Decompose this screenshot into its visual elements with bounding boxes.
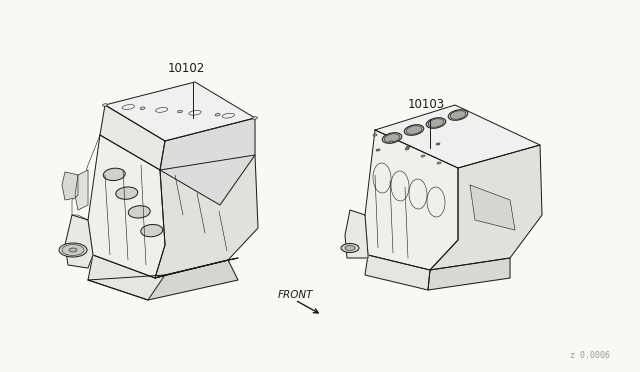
Ellipse shape [140,107,145,109]
Ellipse shape [116,187,138,199]
Polygon shape [100,105,165,170]
Polygon shape [345,210,368,258]
Polygon shape [65,215,93,268]
Ellipse shape [103,168,125,180]
Ellipse shape [59,243,87,257]
Ellipse shape [128,206,150,218]
Ellipse shape [406,146,410,148]
Text: 10103: 10103 [408,99,445,112]
Ellipse shape [436,143,440,145]
Polygon shape [155,258,238,278]
Ellipse shape [141,224,163,237]
Text: z 0.0006: z 0.0006 [570,350,610,359]
Polygon shape [62,172,78,200]
Text: 10102: 10102 [168,61,205,74]
Polygon shape [430,145,542,270]
Ellipse shape [382,133,402,143]
Polygon shape [88,255,165,300]
Polygon shape [365,130,458,270]
Text: FRONT: FRONT [278,290,314,300]
Ellipse shape [373,134,377,136]
Ellipse shape [345,246,355,250]
Ellipse shape [62,244,84,256]
Ellipse shape [384,134,400,142]
Ellipse shape [405,148,409,150]
Polygon shape [428,258,510,290]
Ellipse shape [404,125,424,135]
Ellipse shape [448,110,468,120]
Ellipse shape [450,111,466,119]
Ellipse shape [253,117,257,119]
Ellipse shape [421,155,425,157]
Polygon shape [470,185,515,230]
Polygon shape [88,135,165,278]
Polygon shape [105,82,255,141]
Ellipse shape [406,126,422,134]
Polygon shape [365,255,430,290]
Ellipse shape [215,113,220,116]
Polygon shape [160,118,255,205]
Ellipse shape [69,248,77,252]
Polygon shape [88,260,238,300]
Ellipse shape [177,110,182,113]
Polygon shape [75,170,88,210]
Ellipse shape [428,119,444,127]
Polygon shape [375,105,540,168]
Ellipse shape [102,104,108,106]
Ellipse shape [376,149,380,151]
Ellipse shape [341,244,359,253]
Ellipse shape [426,118,446,128]
Polygon shape [155,155,258,278]
Ellipse shape [389,141,393,143]
Ellipse shape [437,162,441,164]
